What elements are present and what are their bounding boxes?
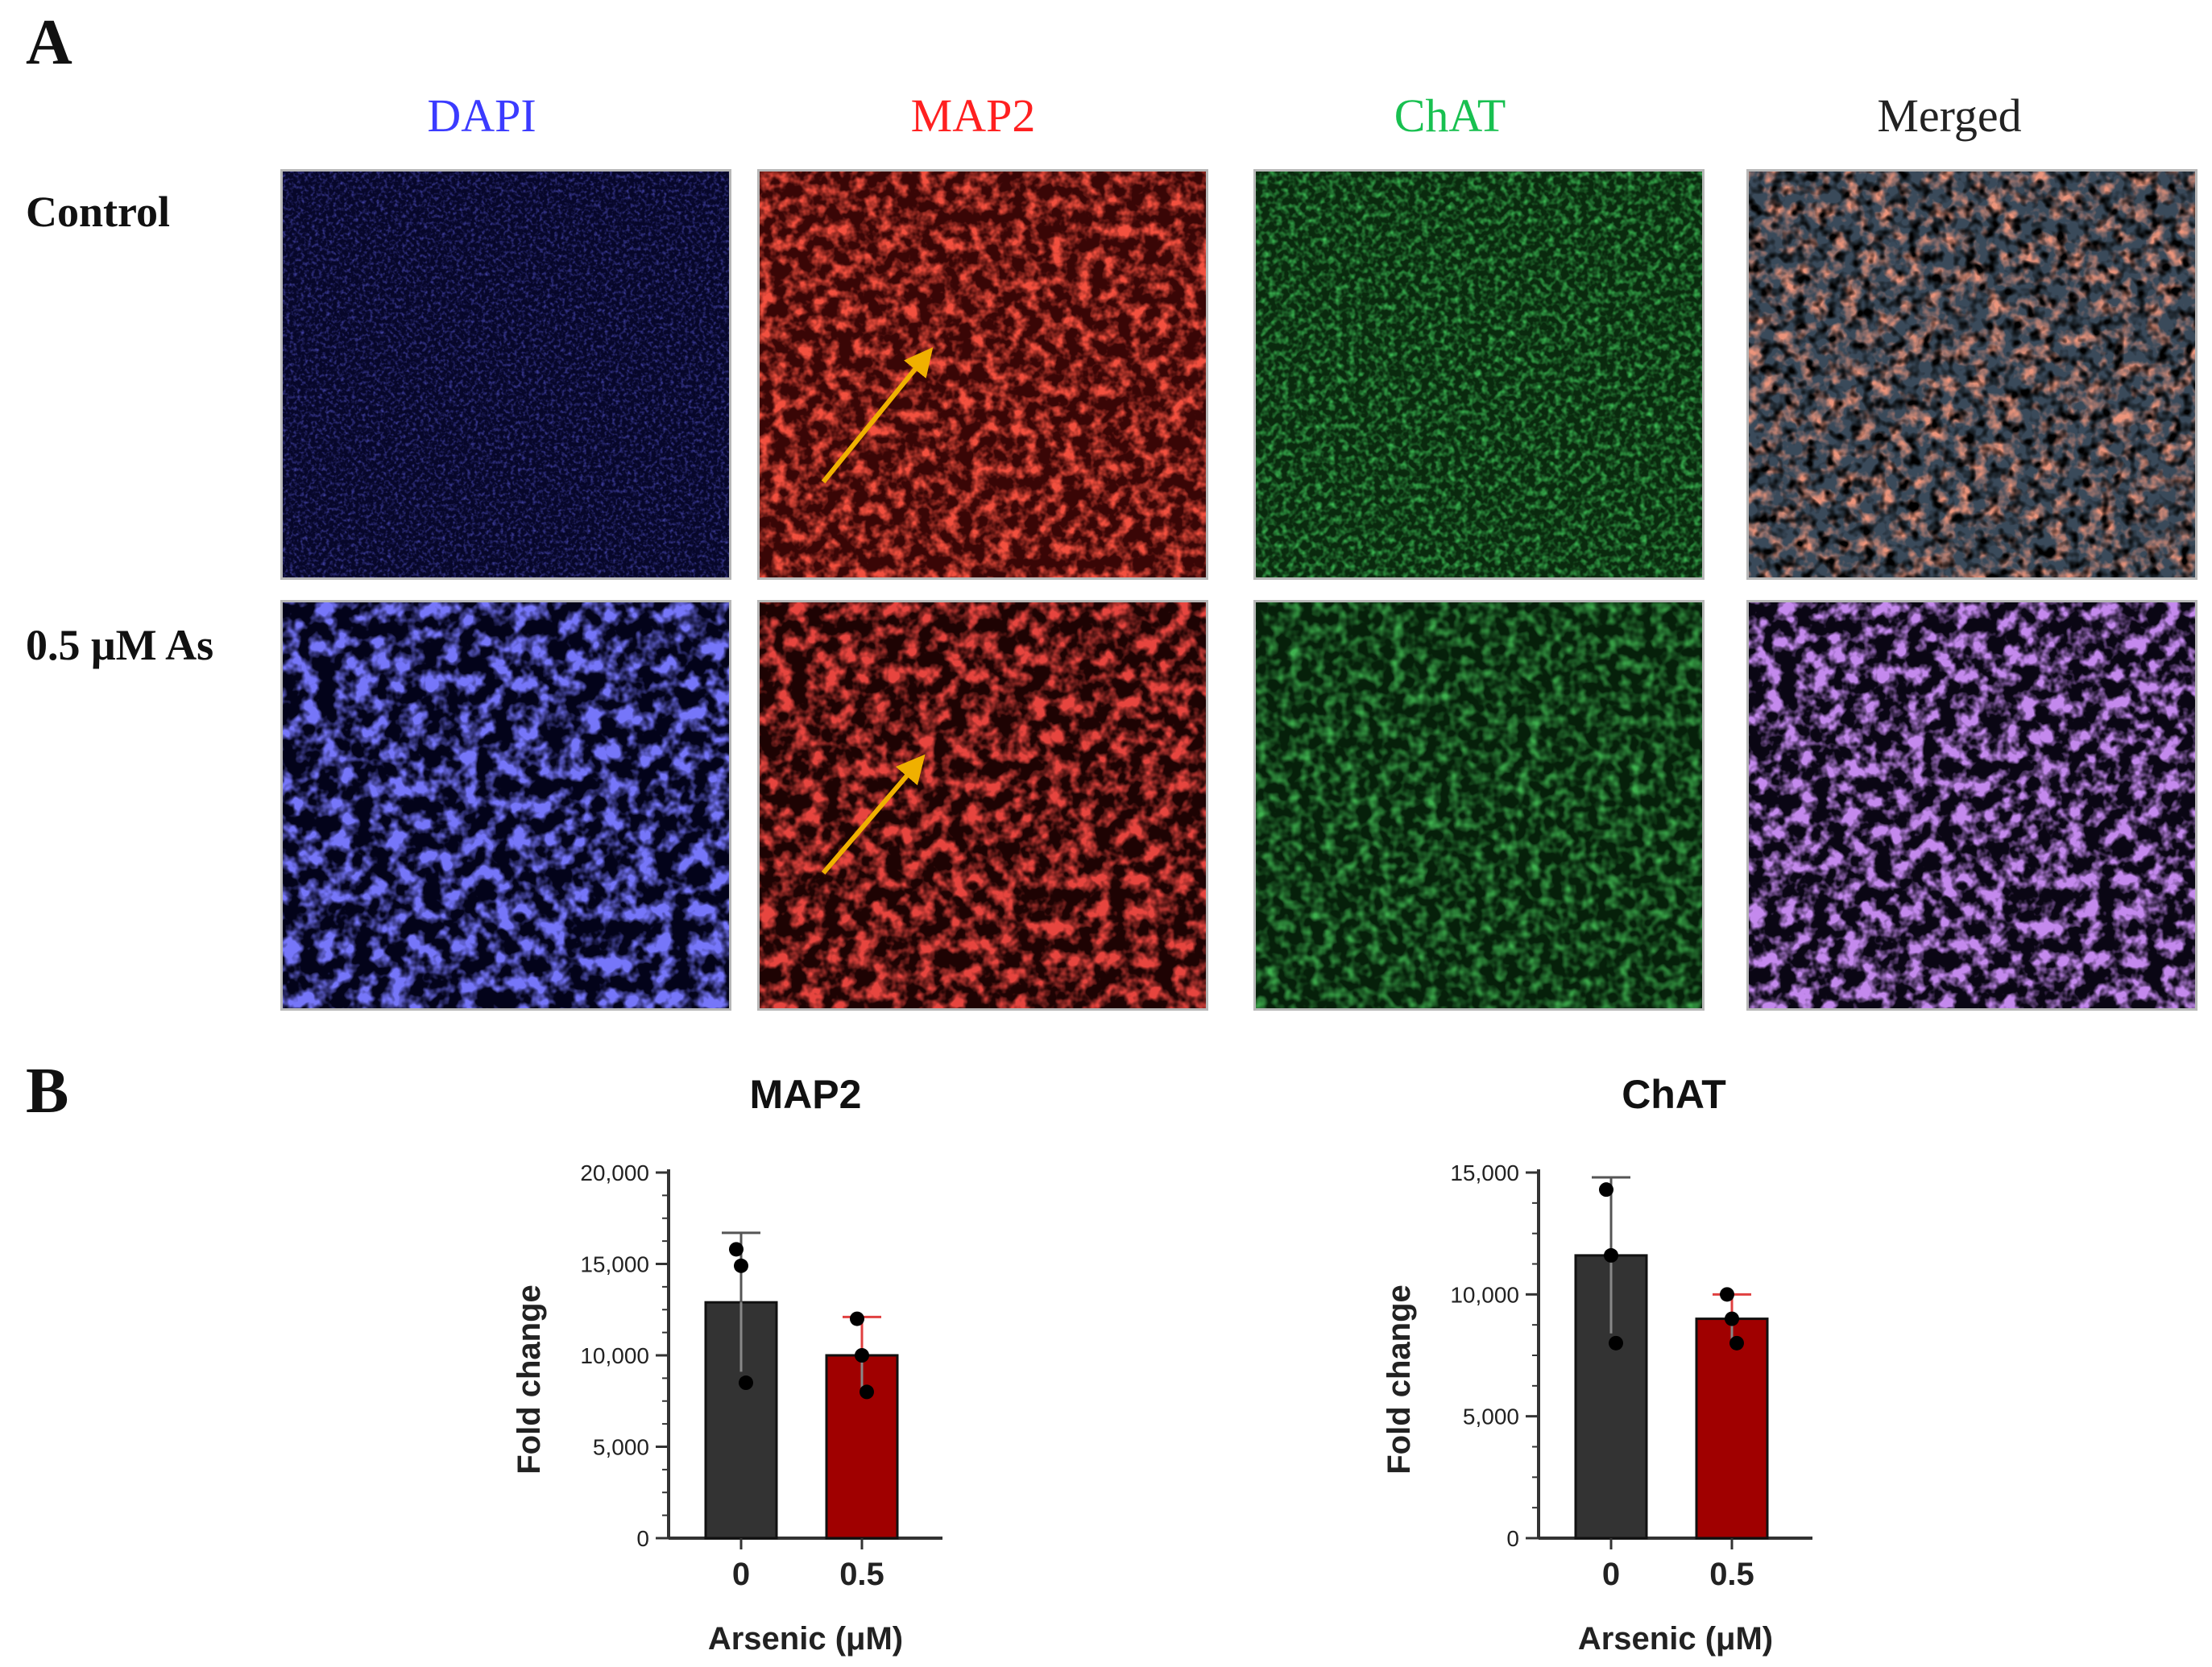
y-tick-label: 20,000 bbox=[580, 1160, 649, 1185]
panel-b-label: B bbox=[26, 1056, 69, 1127]
micrograph-control-chat bbox=[1253, 169, 1705, 580]
y-tick-label: 10,000 bbox=[1450, 1282, 1519, 1307]
x-tick-label: 0 bbox=[1602, 1557, 1620, 1592]
data-point bbox=[1604, 1247, 1618, 1263]
data-point bbox=[850, 1311, 864, 1326]
chart-title-map2: MAP2 bbox=[749, 1072, 862, 1117]
x-axis-label: Arsenic (μM) bbox=[708, 1621, 903, 1657]
x-tick-label: 0.5 bbox=[839, 1557, 884, 1592]
data-point bbox=[1725, 1311, 1739, 1326]
arrow-indicator bbox=[821, 347, 934, 484]
data-point bbox=[860, 1384, 874, 1400]
y-axis-label: Fold change bbox=[1381, 1284, 1417, 1475]
data-point bbox=[1609, 1335, 1623, 1351]
y-tick-label: 15,000 bbox=[1450, 1160, 1519, 1185]
channel-header-merged: Merged bbox=[1877, 89, 2022, 142]
y-tick-label: 0 bbox=[636, 1526, 649, 1551]
micrograph-control-map2 bbox=[757, 169, 1208, 580]
y-tick-label: 10,000 bbox=[580, 1343, 649, 1368]
panel-a-label: A bbox=[26, 7, 72, 78]
row-label-control: Control bbox=[26, 188, 171, 236]
micrograph-arsenic-chat bbox=[1253, 600, 1705, 1011]
bar-chart-chat: 0 5,000 10,000 15,000 0 0.5 Arsenic (μM) Fold c… bbox=[1381, 1160, 1812, 1657]
data-point bbox=[1599, 1182, 1613, 1198]
chart-title-chat: ChAT bbox=[1622, 1072, 1726, 1117]
data-point bbox=[1729, 1335, 1744, 1351]
x-tick-label: 0.5 bbox=[1709, 1557, 1754, 1592]
arrow-indicator bbox=[821, 754, 926, 875]
y-tick-label: 0 bbox=[1506, 1526, 1519, 1551]
bar bbox=[1695, 1317, 1769, 1540]
y-tick-label: 15,000 bbox=[580, 1252, 649, 1277]
y-tick-label: 5,000 bbox=[1463, 1404, 1519, 1429]
micrograph-arsenic-merged bbox=[1746, 600, 2198, 1011]
data-point bbox=[739, 1375, 753, 1391]
micrograph-arsenic-map2 bbox=[757, 600, 1208, 1011]
x-tick-label: 0 bbox=[732, 1557, 750, 1592]
data-point bbox=[729, 1242, 744, 1257]
y-axis-label: Fold change bbox=[512, 1284, 547, 1475]
data-point bbox=[1720, 1287, 1734, 1302]
row-label-arsenic: 0.5 μM As bbox=[26, 621, 214, 669]
data-point bbox=[734, 1258, 748, 1273]
channel-header-map2: MAP2 bbox=[910, 89, 1036, 142]
bar-chart-map2: 0 5,000 10,000 15,000 20,000 0 0.5 Arsenic (μM)… bbox=[512, 1160, 942, 1657]
y-tick-label: 5,000 bbox=[593, 1435, 649, 1460]
micrograph-arsenic-dapi bbox=[280, 600, 731, 1011]
data-point bbox=[855, 1348, 869, 1363]
x-axis-label: Arsenic (μM) bbox=[1578, 1621, 1773, 1657]
channel-header-dapi: DAPI bbox=[427, 89, 536, 142]
micrograph-control-merged bbox=[1746, 169, 2198, 580]
micrograph-control-dapi bbox=[280, 169, 731, 580]
channel-header-chat: ChAT bbox=[1394, 89, 1506, 142]
